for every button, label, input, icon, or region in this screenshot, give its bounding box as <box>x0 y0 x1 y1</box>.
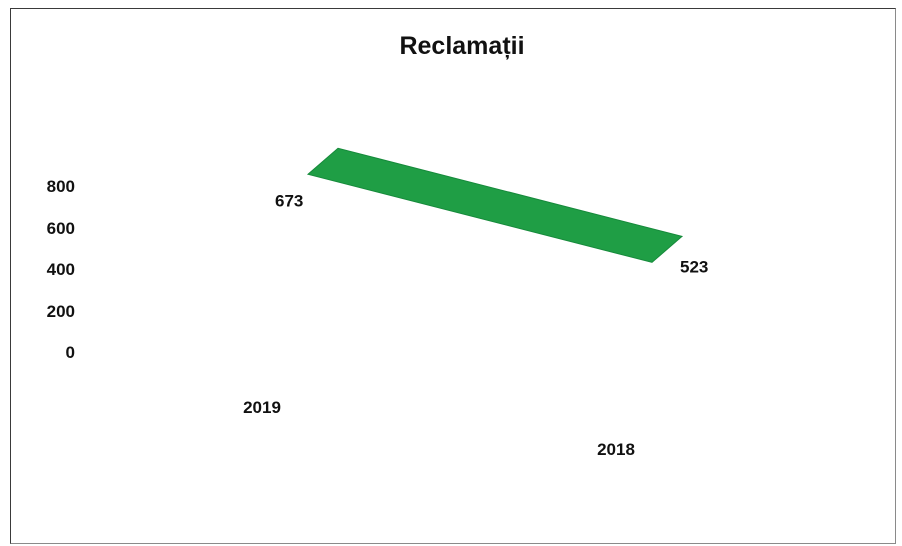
y-tick-label: 600 <box>46 219 75 238</box>
data-label: 523 <box>680 257 708 276</box>
series-surface <box>306 147 684 263</box>
y-tick-label: 200 <box>46 302 75 321</box>
y-tick-label: 400 <box>46 260 75 279</box>
category-label: 2019 <box>243 398 281 417</box>
y-tick-label: 0 <box>65 343 75 362</box>
chart-frame <box>10 8 896 544</box>
y-tick-label: 800 <box>46 177 75 196</box>
category-label: 2018 <box>597 440 635 459</box>
chart-title: Reclamații <box>399 32 525 60</box>
data-label: 673 <box>275 191 303 210</box>
